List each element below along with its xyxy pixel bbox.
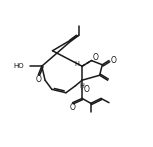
Text: O: O — [110, 56, 116, 65]
Text: H: H — [74, 61, 79, 67]
Text: HO: HO — [14, 63, 24, 69]
Text: O: O — [70, 103, 76, 112]
Text: O: O — [84, 85, 90, 94]
Text: O: O — [35, 75, 41, 84]
Text: H: H — [79, 83, 84, 89]
Text: O: O — [92, 53, 98, 62]
